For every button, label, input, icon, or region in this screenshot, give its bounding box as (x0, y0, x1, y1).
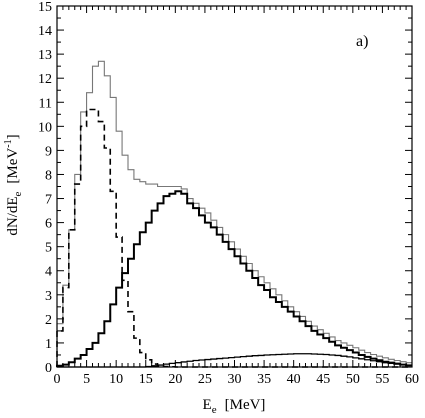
x-tick-label: 60 (405, 372, 419, 387)
y-tick-label: 4 (45, 265, 52, 280)
y-tick-label: 9 (45, 144, 52, 159)
x-tick-label: 55 (375, 372, 389, 387)
y-axis-title-unit-sup: -1 (3, 139, 14, 147)
series-thin-solid-line (56, 60, 412, 367)
x-tick-label: 40 (287, 372, 301, 387)
x-tick-label: 10 (109, 372, 123, 387)
y-axis-title: dN/dEe [MeV-1] (3, 134, 24, 235)
y-axis-title-main: dN/dE (5, 196, 21, 235)
y-tick-label: 0 (45, 361, 52, 376)
series-thick-solid-line (56, 190, 412, 367)
y-tick-label: 7 (45, 193, 52, 208)
x-tick-label: 5 (83, 372, 90, 387)
y-axis-title-unit-end: ] (5, 134, 21, 139)
x-axis-title: Ee [MeV] (203, 397, 266, 416)
tick-layer: 0 5 10 15 20 25 30 35 40 45 50 55 600123456789101112… (38, 0, 419, 387)
x-tick-label: 0 (54, 372, 61, 387)
x-tick-label: 35 (257, 372, 271, 387)
x-tick-label: 30 (228, 372, 242, 387)
x-tick-label: 20 (168, 372, 182, 387)
y-tick-label: 14 (38, 24, 52, 39)
x-axis-title-sub: e (212, 404, 217, 416)
x-tick-label: 25 (198, 372, 212, 387)
y-tick-label: 8 (45, 168, 52, 183)
y-axis-title-sub: e (12, 191, 24, 196)
y-tick-label: 2 (45, 313, 52, 328)
y-tick-label: 11 (39, 96, 52, 111)
y-tick-label: 3 (45, 289, 52, 304)
x-tick-label: 45 (316, 372, 330, 387)
y-tick-label: 15 (38, 0, 52, 15)
x-axis-title-unit: [MeV] (225, 397, 266, 413)
y-axis-title-unit: [MeV (5, 148, 21, 184)
y-tick-label: 6 (45, 217, 52, 232)
y-tick-label: 5 (45, 241, 52, 256)
y-tick-label: 13 (38, 48, 52, 63)
y-tick-label: 10 (38, 120, 52, 135)
plot-layer (56, 60, 412, 368)
x-tick-label: 50 (346, 372, 360, 387)
x-tick-label: 15 (139, 372, 153, 387)
y-tick-label: 1 (45, 337, 52, 352)
series-dashed-line (56, 108, 412, 368)
y-tick-label: 12 (38, 72, 52, 87)
x-axis-title-main: E (203, 397, 212, 413)
panel-label: a) (356, 33, 368, 50)
